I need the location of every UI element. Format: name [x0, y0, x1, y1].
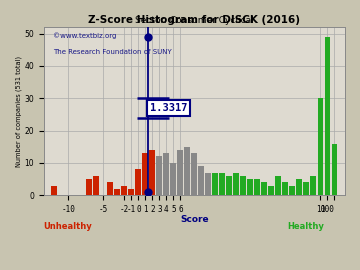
Bar [212, 173, 219, 195]
Bar [177, 150, 183, 195]
Bar [297, 179, 302, 195]
Bar [184, 147, 190, 195]
Bar [121, 185, 127, 195]
Bar [192, 153, 197, 195]
Bar [332, 144, 337, 195]
Bar [86, 179, 92, 195]
Text: Sector: Consumer Cyclical: Sector: Consumer Cyclical [135, 16, 254, 25]
Bar [269, 185, 274, 195]
Text: 1.3317: 1.3317 [150, 103, 187, 113]
Bar [51, 185, 57, 195]
Bar [289, 185, 296, 195]
Bar [233, 173, 239, 195]
Bar [206, 173, 211, 195]
X-axis label: Score: Score [180, 215, 209, 224]
Bar [283, 182, 288, 195]
Bar [261, 182, 267, 195]
Bar [129, 189, 134, 195]
Bar [255, 179, 260, 195]
Bar [142, 153, 148, 195]
Bar [318, 98, 323, 195]
Bar [240, 176, 246, 195]
Text: The Research Foundation of SUNY: The Research Foundation of SUNY [53, 49, 171, 55]
Text: Unhealthy: Unhealthy [44, 222, 92, 231]
Bar [114, 189, 120, 195]
Bar [226, 176, 233, 195]
Bar [170, 163, 176, 195]
Bar [135, 169, 141, 195]
Title: Z-Score Histogram for DISCK (2016): Z-Score Histogram for DISCK (2016) [88, 15, 300, 25]
Y-axis label: Number of companies (531 total): Number of companies (531 total) [15, 56, 22, 167]
Bar [310, 176, 316, 195]
Bar [275, 176, 282, 195]
Bar [220, 173, 225, 195]
Bar [324, 37, 330, 195]
Bar [93, 176, 99, 195]
Bar [107, 182, 113, 195]
Bar [156, 156, 162, 195]
Bar [163, 153, 169, 195]
Text: ©www.textbiz.org: ©www.textbiz.org [53, 32, 116, 39]
Bar [247, 179, 253, 195]
Bar [303, 182, 310, 195]
Text: Healthy: Healthy [287, 222, 324, 231]
Bar [149, 150, 155, 195]
Bar [198, 166, 204, 195]
